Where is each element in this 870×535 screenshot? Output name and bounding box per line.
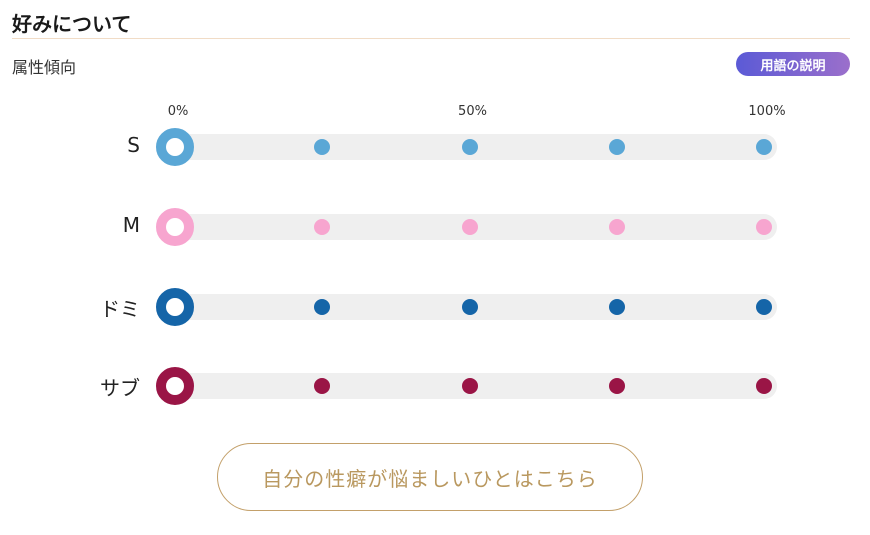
- slider-step-dot[interactable]: [756, 219, 772, 235]
- slider-step-dot[interactable]: [461, 139, 478, 155]
- slider-step-dot[interactable]: [314, 378, 331, 394]
- slider-label: ドミ: [100, 297, 140, 321]
- section-label: 属性傾向: [12, 58, 77, 77]
- slider-label: S: [127, 133, 140, 157]
- slider-label: M: [122, 213, 140, 237]
- title-divider: [12, 38, 850, 39]
- slider-step-dot[interactable]: [314, 139, 331, 155]
- scale-label: 0%: [167, 104, 189, 119]
- slider-step-dot[interactable]: [314, 219, 331, 235]
- slider-handle[interactable]: [156, 128, 194, 166]
- slider-handle[interactable]: [156, 288, 194, 326]
- slider-step-dot[interactable]: [608, 378, 625, 394]
- scale-label: 100%: [748, 104, 786, 119]
- slider-step-dot[interactable]: [461, 219, 478, 235]
- slider-step-dot[interactable]: [608, 219, 625, 235]
- glossary-button[interactable]: 用語の説明: [736, 52, 850, 76]
- slider-step-dot[interactable]: [756, 139, 772, 155]
- page-title: 好みについて: [12, 12, 132, 36]
- slider-step-dot[interactable]: [608, 139, 625, 155]
- slider-step-dot[interactable]: [461, 299, 478, 315]
- slider-handle[interactable]: [156, 367, 194, 405]
- slider-step-dot[interactable]: [461, 378, 478, 394]
- slider-label: サブ: [100, 376, 140, 400]
- slider-handle[interactable]: [156, 208, 194, 246]
- scale-label: 50%: [458, 104, 487, 119]
- slider-step-dot[interactable]: [756, 299, 772, 315]
- slider-step-dot[interactable]: [756, 378, 772, 394]
- slider-step-dot[interactable]: [314, 299, 331, 315]
- preference-help-button[interactable]: 自分の性癖が悩ましいひとはこちら: [217, 443, 643, 511]
- slider-step-dot[interactable]: [608, 299, 625, 315]
